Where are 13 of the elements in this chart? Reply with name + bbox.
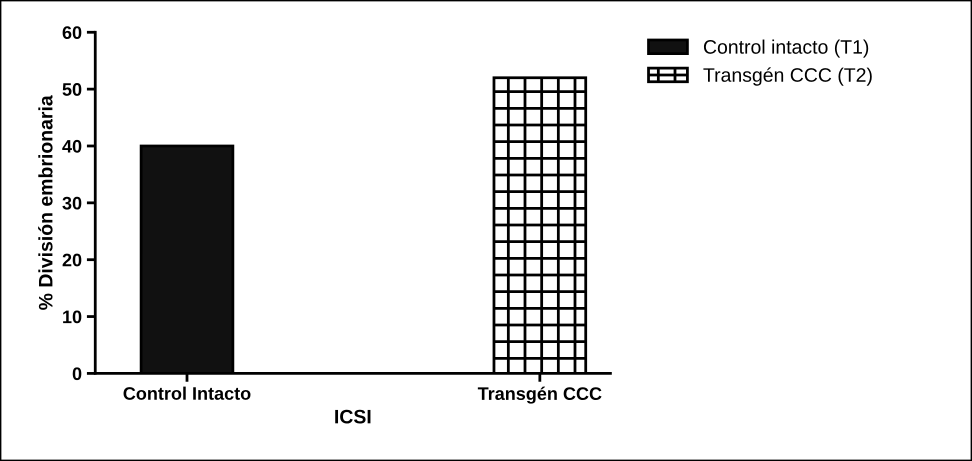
y-tick-label: 0 (72, 367, 82, 380)
y-axis-title: % División embrionaria (38, 95, 53, 310)
x-tick-label: Transgén CCC (478, 386, 602, 404)
y-tick-label: 50 (62, 83, 82, 96)
y-tick-label: 30 (62, 196, 82, 210)
legend-label: Control intacto (T1) (704, 40, 868, 58)
x-tick-label: Control Intacto (124, 386, 250, 400)
y-tick-label: 40 (62, 140, 82, 153)
legend-label: Transgén CCC (T2) (703, 67, 872, 86)
y-tick-label: 60 (62, 26, 82, 39)
y-tick-label: 10 (63, 310, 82, 324)
y-tick-label: 20 (62, 254, 82, 266)
x-axis-title: ICSI (335, 410, 370, 424)
